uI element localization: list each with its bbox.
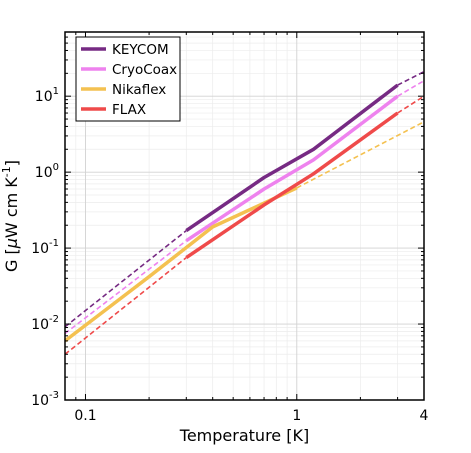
y-axis-label-exp: -1: [0, 166, 13, 177]
y-tick-label: 10-1: [31, 238, 59, 257]
series-keycom-extrapolated-high: [397, 70, 425, 86]
y-tick-label-exponent: -3: [49, 390, 59, 401]
y-tick-label-base: 10: [31, 393, 49, 409]
x-tick-label: 4: [420, 408, 429, 424]
y-tick-label-base: 10: [35, 165, 53, 181]
series-cryocoax-extrapolated-low: [64, 240, 187, 335]
y-tick-label: 10-2: [31, 314, 59, 333]
y-tick-label-exponent: -1: [49, 238, 59, 249]
y-tick-label-exponent: -2: [49, 314, 59, 325]
series-cryocoax-extrapolated-high: [397, 80, 425, 97]
y-axis-label-mu: μ: [2, 238, 21, 249]
y-axis-label-mid: W cm K: [2, 177, 21, 238]
x-tick-label: 1: [292, 408, 301, 424]
x-tick-label: 0.1: [74, 408, 96, 424]
y-tick-label: 10-3: [31, 390, 59, 409]
y-tick-label-base: 10: [31, 317, 49, 333]
legend-label-nikaflex: Nikaflex: [112, 82, 166, 98]
y-axis-label: G [μW cm K-1]: [0, 160, 21, 272]
series-keycom-extrapolated-low: [64, 229, 187, 328]
y-tick-label: 101: [35, 86, 59, 105]
y-axis-label-prefix: G [: [2, 248, 21, 272]
y-tick-label-exponent: 1: [53, 86, 59, 97]
series-keycom-line: [185, 83, 399, 233]
legend-label-keycom: KEYCOM: [112, 42, 169, 58]
series-nikaflex-line: [63, 186, 298, 343]
series-cryocoax-line: [185, 94, 399, 243]
y-axis-label-suffix: ]: [2, 160, 21, 166]
y-tick-label-base: 10: [35, 89, 53, 105]
series-lines: [63, 70, 425, 355]
y-tick-label: 100: [35, 162, 59, 181]
series-flax-line: [185, 111, 399, 260]
x-axis-label: Temperature [K]: [179, 426, 309, 445]
y-tick-label-exponent: 0: [53, 162, 59, 173]
legend: KEYCOM CryoCoax Nikaflex FLAX: [75, 36, 181, 122]
legend-label-cryocoax: CryoCoax: [112, 62, 177, 78]
plot-frame: [64, 31, 425, 401]
series-flax-extrapolated-high: [397, 95, 425, 114]
legend-box: [75, 36, 181, 122]
series-flax-extrapolated-low: [64, 256, 187, 355]
legend-label-flax: FLAX: [112, 102, 146, 118]
y-tick-label-base: 10: [31, 241, 49, 257]
